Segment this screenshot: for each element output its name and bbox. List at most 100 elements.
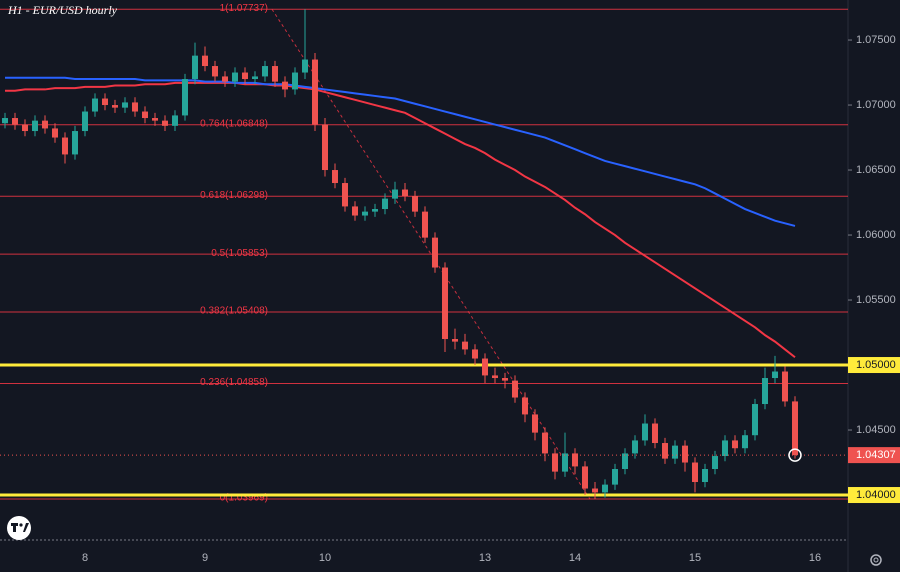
candle-body (42, 120, 48, 129)
y-tick-label: 1.07000 (856, 99, 896, 111)
price-tag-label: 1.04000 (856, 489, 896, 501)
x-tick-label: 16 (809, 552, 821, 564)
candle-body (452, 339, 458, 342)
candle-body (522, 397, 528, 415)
candle-body (302, 59, 308, 73)
candle-body (632, 440, 638, 454)
y-tick-label: 1.04500 (856, 424, 896, 436)
candle-body (122, 102, 128, 108)
candle-body (572, 453, 578, 467)
fib-label: 0.764(1.06848) (200, 118, 268, 129)
candle-body (2, 118, 8, 124)
candle-body (602, 484, 608, 493)
chart-title: H1 - EUR/USD hourly (7, 3, 118, 17)
candle-body (22, 124, 28, 132)
candle-body (472, 349, 478, 359)
candle-body (52, 128, 58, 138)
candle-body (92, 98, 98, 112)
candle-body (382, 198, 388, 210)
logo (7, 516, 31, 540)
price-tag-label: 1.04307 (856, 449, 896, 461)
candle-body (322, 124, 328, 171)
candle-body (552, 453, 558, 472)
moving-average (5, 81, 796, 359)
candle-body (232, 72, 238, 82)
candle-body (152, 118, 158, 121)
candle-body (772, 371, 778, 379)
candle-body (292, 72, 298, 90)
candle-body (32, 120, 38, 132)
x-tick-label: 14 (569, 552, 581, 564)
price-tag-label: 1.05000 (856, 359, 896, 371)
candle-body (562, 453, 568, 472)
moving-average (5, 76, 796, 227)
candle-body (282, 81, 288, 90)
candle-body (272, 66, 278, 82)
candle-body (212, 66, 218, 77)
candle-body (202, 55, 208, 67)
candle-body (582, 466, 588, 489)
candle-body (782, 371, 788, 402)
candle-body (102, 98, 108, 106)
candle-body (222, 76, 228, 82)
price-marker (788, 448, 802, 462)
candle-body (182, 79, 188, 116)
x-tick-label: 8 (82, 552, 88, 564)
plot-area: 1(1.07737) 0.764(1.06848) 0.618(1.06298) 0.… (0, 3, 848, 504)
price-tag (848, 357, 900, 374)
candle-body (652, 423, 658, 444)
candle-body (612, 469, 618, 485)
y-tick-label: 1.07500 (856, 34, 896, 46)
fib-label: 1(1.07737) (220, 3, 268, 14)
candle-body (762, 378, 768, 405)
candle-body (62, 137, 68, 155)
candle-body (692, 462, 698, 483)
y-tick-label: 1.06500 (856, 164, 896, 176)
candle-body (422, 211, 428, 238)
settings-icon[interactable] (870, 554, 882, 566)
y-tick-label: 1.06000 (856, 229, 896, 241)
candle-body (502, 378, 508, 381)
candle-body (712, 456, 718, 470)
candle-body (242, 72, 248, 80)
candle-body (682, 445, 688, 463)
candle-body (732, 440, 738, 449)
price-tag (848, 447, 900, 464)
candle-body (362, 211, 368, 216)
candle-body (512, 380, 518, 398)
candle-body (342, 183, 348, 207)
candle-body (792, 401, 798, 456)
y-tick-label: 1.05500 (856, 294, 896, 306)
candle-body (592, 488, 598, 493)
candle-body (82, 111, 88, 132)
candle-body (312, 59, 318, 125)
candle-body (742, 435, 748, 449)
candle-body (702, 469, 708, 483)
candle-body (662, 443, 668, 459)
candle-body (392, 189, 398, 199)
fib-label: 0.618(1.06298) (200, 190, 268, 201)
candle-body (142, 111, 148, 119)
candle-body (722, 440, 728, 457)
candle-body (752, 404, 758, 436)
candle-body (542, 432, 548, 454)
x-tick-label: 13 (479, 552, 491, 564)
candle-body (192, 55, 198, 80)
candle-body (672, 445, 678, 459)
candle-body (72, 131, 78, 155)
candle-body (462, 341, 468, 350)
candle-body (332, 170, 338, 184)
candle-body (412, 196, 418, 212)
fib-label: 0.236(1.04858) (200, 377, 268, 388)
candle-body (262, 66, 268, 77)
candle-body (492, 375, 498, 379)
candle-body (622, 453, 628, 470)
candle-body (132, 102, 138, 112)
fib-label: 0(1.03969) (220, 493, 268, 504)
fib-label: 0.382(1.05408) (200, 306, 268, 317)
x-tick-label: 9 (202, 552, 208, 564)
candle-body (402, 189, 408, 197)
candle-body (372, 209, 378, 212)
candle-body (642, 423, 648, 441)
